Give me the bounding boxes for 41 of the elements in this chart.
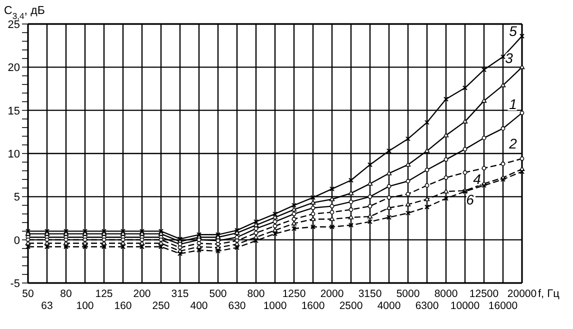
y-tick-label: -5 bbox=[10, 278, 20, 290]
x-tick-label: 400 bbox=[190, 300, 208, 312]
x-tick-label: 63 bbox=[41, 300, 53, 312]
y-axis-title: C$_{3,4}$, дБ bbox=[4, 5, 45, 21]
x-tick-label: 200 bbox=[133, 288, 151, 300]
x-tick-label: 8000 bbox=[434, 288, 458, 300]
x-tick-label: 16000 bbox=[488, 300, 518, 312]
x-tick-label: 1000 bbox=[263, 300, 287, 312]
y-tick-label: 20 bbox=[8, 62, 20, 74]
x-tick-label: 4000 bbox=[377, 300, 401, 312]
y-tick-label: 25 bbox=[8, 19, 20, 31]
y-tick-label: 15 bbox=[8, 105, 20, 118]
x-tick-label: 3150 bbox=[358, 288, 382, 300]
x-tick-label: 100 bbox=[76, 300, 94, 312]
x-axis-title: f, Гц bbox=[538, 288, 560, 300]
series-label: 5 bbox=[509, 23, 518, 40]
x-tick-label: 500 bbox=[209, 288, 227, 300]
x-tick-label: 6300 bbox=[415, 300, 439, 312]
y-tick-label: 5 bbox=[14, 192, 20, 204]
x-tick-label: 10000 bbox=[450, 300, 480, 312]
x-tick-label: 1250 bbox=[282, 288, 306, 300]
x-tick-label: 5000 bbox=[396, 288, 420, 300]
y-tick-label: 10 bbox=[8, 148, 20, 160]
x-tick-label: 315 bbox=[171, 288, 189, 300]
x-tick-label: 2500 bbox=[339, 300, 363, 312]
x-tick-label: 250 bbox=[152, 300, 170, 312]
x-tick-label: 800 bbox=[247, 288, 265, 300]
x-tick-label: 80 bbox=[60, 288, 72, 300]
x-tick-label: 125 bbox=[95, 288, 113, 300]
series-label: 2 bbox=[508, 136, 518, 152]
series-label: 4 bbox=[473, 171, 482, 188]
x-tick-label: 1600 bbox=[301, 300, 325, 312]
y-tick-label: 0 bbox=[14, 234, 20, 247]
series-label: 3 bbox=[505, 50, 514, 66]
x-tick-label: 20000 bbox=[507, 288, 537, 300]
x-tick-label: 50 bbox=[22, 288, 34, 300]
x-tick-label: 630 bbox=[228, 300, 246, 312]
x-tick-label: 2000 bbox=[320, 288, 344, 300]
series-label: 1 bbox=[509, 96, 517, 112]
x-tick-label: 160 bbox=[114, 300, 132, 312]
x-tick-label: 12500 bbox=[469, 288, 499, 300]
